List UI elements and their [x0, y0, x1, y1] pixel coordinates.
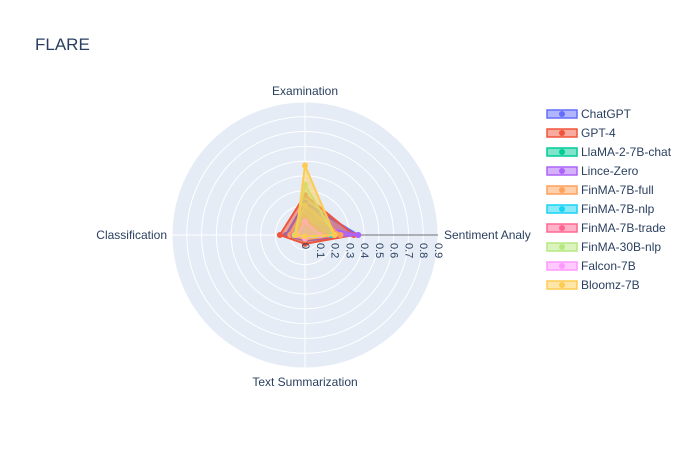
legend-item[interactable]: FinMA-30B-nlp — [546, 240, 661, 254]
radial-tick-label: 0.3 — [343, 243, 355, 258]
radial-tick-label: 0.7 — [402, 243, 414, 258]
data-point[interactable] — [293, 232, 300, 238]
data-point[interactable] — [302, 233, 308, 240]
legend-label: Lince-Zero — [581, 164, 639, 178]
legend-marker — [559, 244, 565, 250]
radial-tick-label: 0.6 — [388, 243, 400, 258]
radial-tick-label: 0.1 — [314, 243, 326, 258]
legend-marker — [559, 282, 565, 288]
legend-marker — [559, 111, 565, 117]
data-point[interactable] — [276, 232, 283, 238]
legend-item[interactable]: FinMA-7B-full — [546, 183, 654, 197]
legend-item[interactable]: FinMA-7B-trade — [546, 221, 666, 235]
radial-tick-label: 0.4 — [358, 243, 370, 258]
axis-label: Examination — [272, 84, 338, 98]
legend-item[interactable]: ChatGPT — [546, 107, 632, 121]
legend-label: FinMA-7B-trade — [581, 221, 666, 235]
legend-marker — [559, 206, 565, 212]
radial-tick-label: 0.8 — [417, 243, 429, 258]
legend-marker — [559, 130, 565, 136]
legend-marker — [559, 225, 565, 231]
data-point[interactable] — [302, 162, 308, 169]
radial-tick-label: 0.2 — [329, 243, 341, 258]
angular-axis-labels: Sentiment Analy Examination Classification… — [96, 84, 530, 389]
legend-item[interactable]: Falcon-7B — [546, 259, 636, 273]
data-point[interactable] — [331, 232, 338, 238]
legend-label: GPT-4 — [581, 126, 616, 140]
data-point[interactable] — [337, 232, 344, 238]
legend-label: Falcon-7B — [581, 259, 636, 273]
radial-tick-labels: 0 0.1 0.2 0.3 0.4 0.5 0.6 0.7 0.8 0.9 — [299, 243, 444, 258]
legend-label: LlaMA-2-7B-chat — [581, 145, 672, 159]
data-point[interactable] — [302, 240, 308, 247]
radial-tick-label: 0.9 — [432, 243, 444, 258]
radial-tick-label: 0 — [299, 243, 311, 249]
series-traces — [276, 161, 362, 247]
legend-label: ChatGPT — [581, 107, 632, 121]
legend-label: FinMA-30B-nlp — [581, 240, 661, 254]
legend-label: FinMA-7B-full — [581, 183, 654, 197]
legend-item[interactable]: LlaMA-2-7B-chat — [546, 145, 672, 159]
axis-label: Text Summarization — [252, 375, 357, 389]
legend[interactable]: ChatGPT GPT-4 LlaMA-2-7B-chat Lince-Zero Fin… — [538, 104, 698, 300]
legend-label: FinMA-7B-nlp — [581, 202, 655, 216]
legend-marker — [559, 168, 565, 174]
legend-item[interactable]: FinMA-7B-nlp — [546, 202, 655, 216]
data-point[interactable] — [355, 232, 362, 238]
axis-label: Sentiment Analy — [444, 228, 531, 242]
radial-tick-label: 0.5 — [373, 243, 385, 258]
legend-marker — [559, 149, 565, 155]
legend-marker — [559, 187, 565, 193]
legend-label: Bloomz-7B — [581, 278, 640, 292]
legend-marker — [559, 263, 565, 269]
series-bloomz-7b[interactable] — [293, 161, 338, 240]
chart-title: FLARE — [35, 35, 90, 54]
legend-item[interactable]: Bloomz-7B — [546, 278, 640, 292]
legend-item[interactable]: Lince-Zero — [546, 164, 639, 178]
legend-item[interactable]: GPT-4 — [546, 126, 616, 140]
axis-label: Classification — [96, 228, 167, 242]
